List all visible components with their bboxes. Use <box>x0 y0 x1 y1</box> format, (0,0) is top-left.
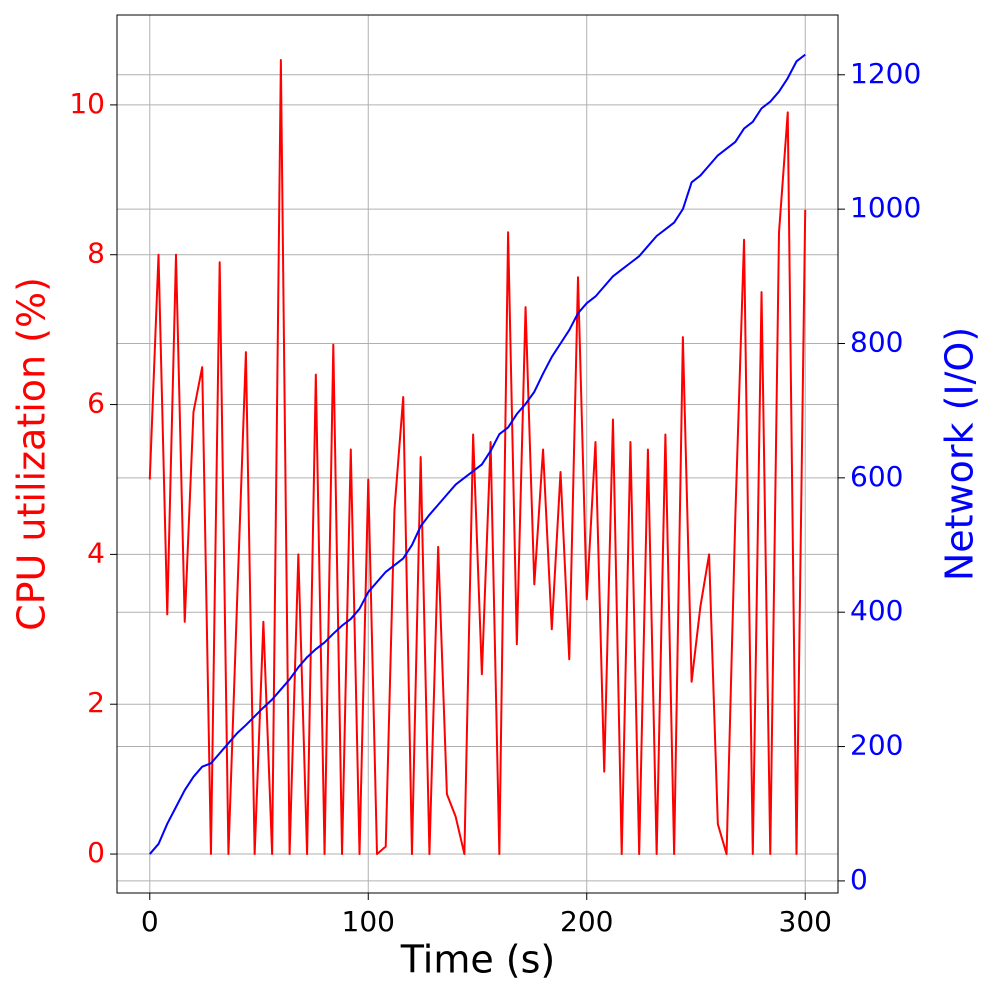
y2-tick-label: 1000 <box>850 191 921 224</box>
y2-axis-label: Network (I/O) <box>938 327 982 581</box>
x-axis-label: Time (s) <box>400 938 556 982</box>
y-tick-label: 0 <box>87 836 105 869</box>
y2-tick-label: 800 <box>850 325 903 358</box>
y2-tick-label: 0 <box>850 863 868 896</box>
x-tick-label: 200 <box>560 905 613 938</box>
y2-tick-label: 1200 <box>850 57 921 90</box>
y-axis-label: CPU utilization (%) <box>10 277 54 631</box>
y2-tick-label: 400 <box>850 594 903 627</box>
y2-tick-label: 600 <box>850 460 903 493</box>
y-tick-label: 10 <box>69 87 105 120</box>
x-tick-label: 0 <box>141 905 159 938</box>
y2-tick-label: 200 <box>850 729 903 762</box>
plot-frame <box>116 14 839 894</box>
y-tick-label: 4 <box>87 536 105 569</box>
data-line <box>149 53 806 855</box>
y-tick-label: 6 <box>87 387 105 420</box>
data-line <box>148 58 807 856</box>
x-tick-label: 100 <box>342 905 395 938</box>
y-tick-label: 2 <box>87 686 105 719</box>
x-tick-label: 300 <box>779 905 832 938</box>
y-tick-label: 8 <box>87 237 105 270</box>
